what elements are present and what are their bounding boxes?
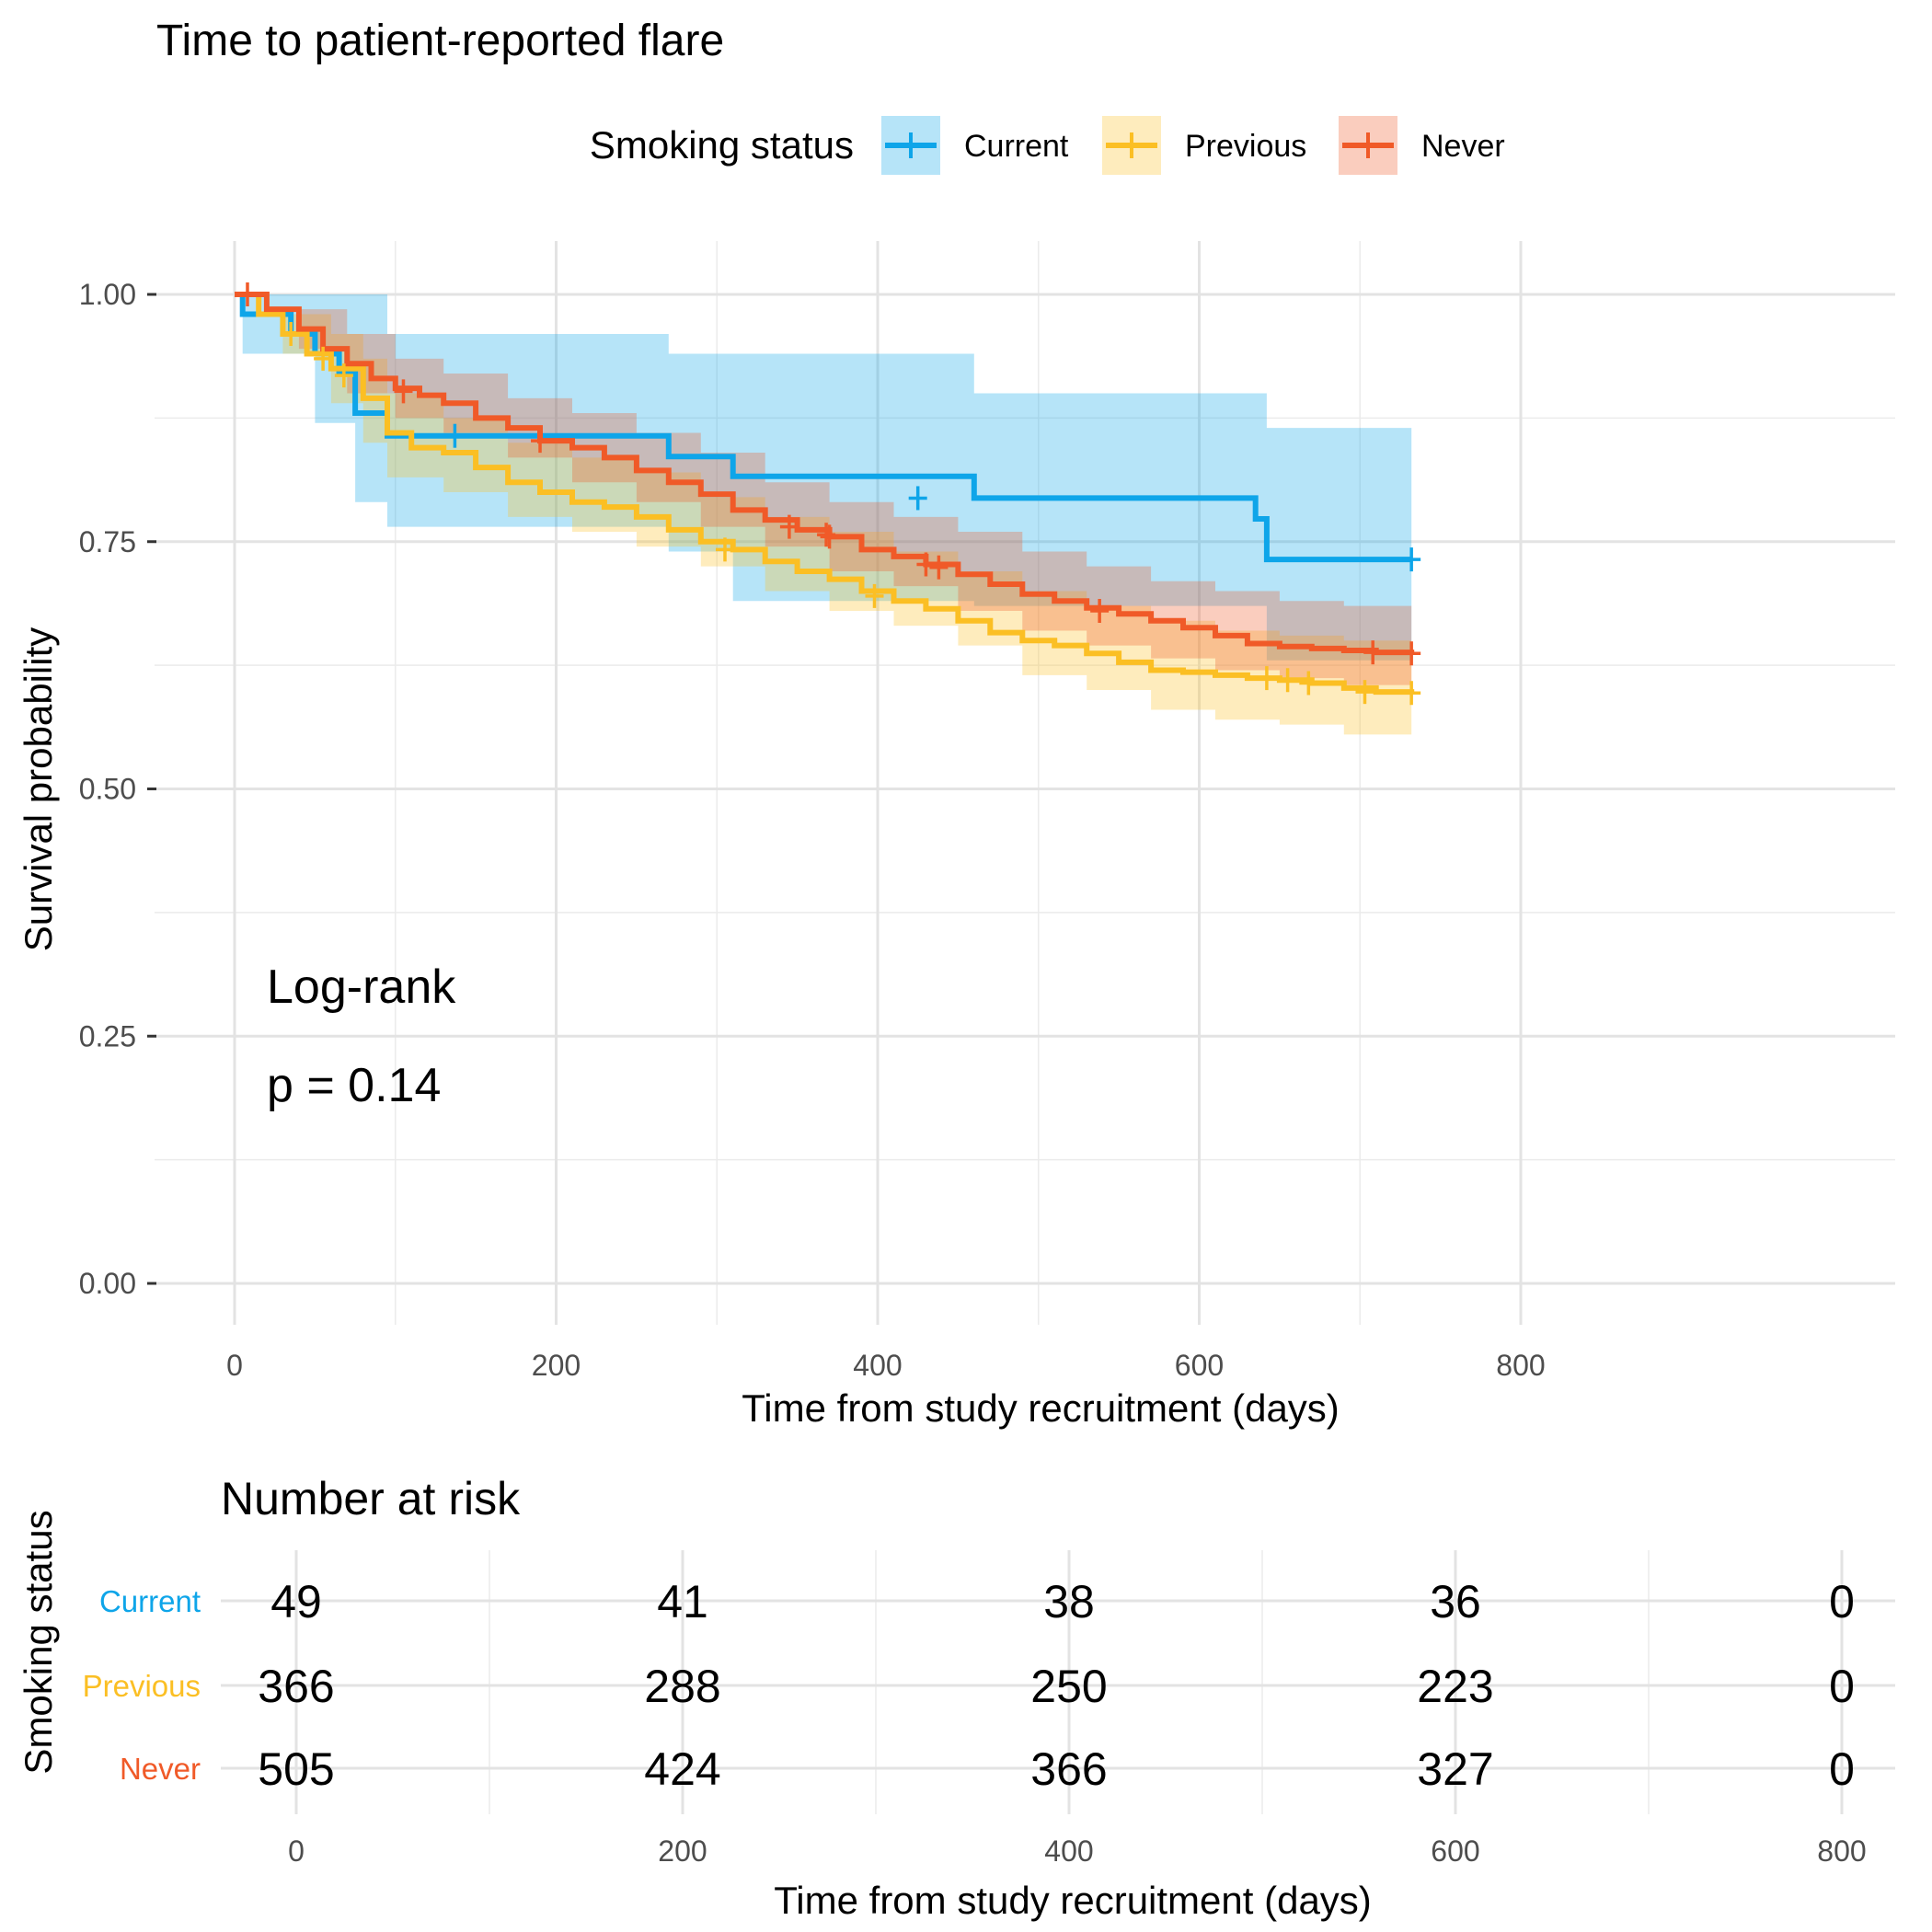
risk-row-label-current: Current [99,1584,201,1618]
legend-title: Smoking status [590,123,854,167]
risk-table-row-labels: Current Previous Never [83,1584,201,1786]
y-tick-label: 0.00 [79,1267,136,1300]
risk-count-previous: 366 [258,1661,334,1712]
censor-marks [237,282,1421,706]
risk-count-previous: 250 [1030,1661,1107,1712]
survival-curve-previous [235,292,1415,696]
risk-table-grid [221,1550,1895,1814]
confidence-band-previous [235,294,1412,742]
risk-count-current: 38 [1043,1576,1095,1627]
risk-count-previous: 223 [1417,1661,1493,1712]
y-tick-label: 1.00 [79,278,136,311]
risk-count-current: 41 [657,1576,708,1627]
x-tick-label: 800 [1496,1349,1545,1382]
annotation-p-value: p = 0.14 [267,1059,441,1112]
y-axis: 0.00 0.25 0.50 0.75 1.00 [79,278,156,1300]
x-tick-label: 400 [853,1349,902,1382]
annotation-test-name: Log-rank [267,960,456,1014]
risk-count-never: 366 [1030,1743,1107,1795]
risk-table-title: Number at risk [221,1473,521,1524]
x-tick-label: 0 [226,1349,243,1382]
risk-row-label-previous: Previous [83,1669,201,1703]
legend-key-current: Current [881,116,1069,175]
risk-count-never: 424 [644,1743,720,1795]
risk-count-never: 327 [1417,1743,1493,1795]
risk-count-previous: 288 [644,1661,720,1712]
survival-curves [235,292,1415,696]
risk-x-tick-label: 200 [658,1834,707,1868]
risk-table-x-axis-title: Time from study recruitment (days) [774,1879,1372,1922]
legend-key-previous: Previous [1102,116,1306,175]
risk-count-never: 0 [1829,1743,1855,1795]
confidence-band-never [235,294,1412,690]
risk-x-tick-label: 0 [288,1834,305,1868]
risk-x-tick-label: 800 [1817,1834,1866,1868]
risk-count-current: 36 [1430,1576,1481,1627]
survival-curve-never [235,292,1415,656]
risk-x-tick-label: 600 [1431,1834,1479,1868]
risk-row-label-never: Never [120,1752,201,1786]
risk-table-y-axis-title: Smoking status [17,1510,60,1774]
legend-label-previous: Previous [1185,129,1306,164]
chart-title: Time to patient-reported flare [156,17,724,65]
x-axis: 0 200 400 600 800 [226,1349,1546,1382]
y-axis-title: Survival probability [17,627,60,952]
y-tick-label: 0.50 [79,773,136,806]
risk-count-current: 49 [270,1576,322,1627]
risk-count-never: 505 [258,1743,334,1795]
y-tick-label: 0.25 [79,1019,136,1052]
x-tick-label: 600 [1175,1349,1224,1382]
legend-label-never: Never [1421,129,1505,164]
x-axis-title: Time from study recruitment (days) [742,1386,1340,1430]
legend: Smoking status Current Previous Never [590,116,1505,175]
risk-count-previous: 0 [1829,1661,1855,1712]
legend-key-never: Never [1339,116,1505,175]
y-tick-label: 0.75 [79,525,136,558]
legend-label-current: Current [964,129,1069,164]
risk-x-tick-label: 400 [1044,1834,1093,1868]
risk-table-x-axis: 0 200 400 600 800 [288,1834,1867,1868]
risk-count-current: 0 [1829,1576,1855,1627]
risk-table-counts: 49 41 38 36 0 366 288 250 223 0 505 424 366 327 0 [258,1576,1855,1795]
plot-grid [155,241,1895,1325]
x-tick-label: 200 [532,1349,581,1382]
